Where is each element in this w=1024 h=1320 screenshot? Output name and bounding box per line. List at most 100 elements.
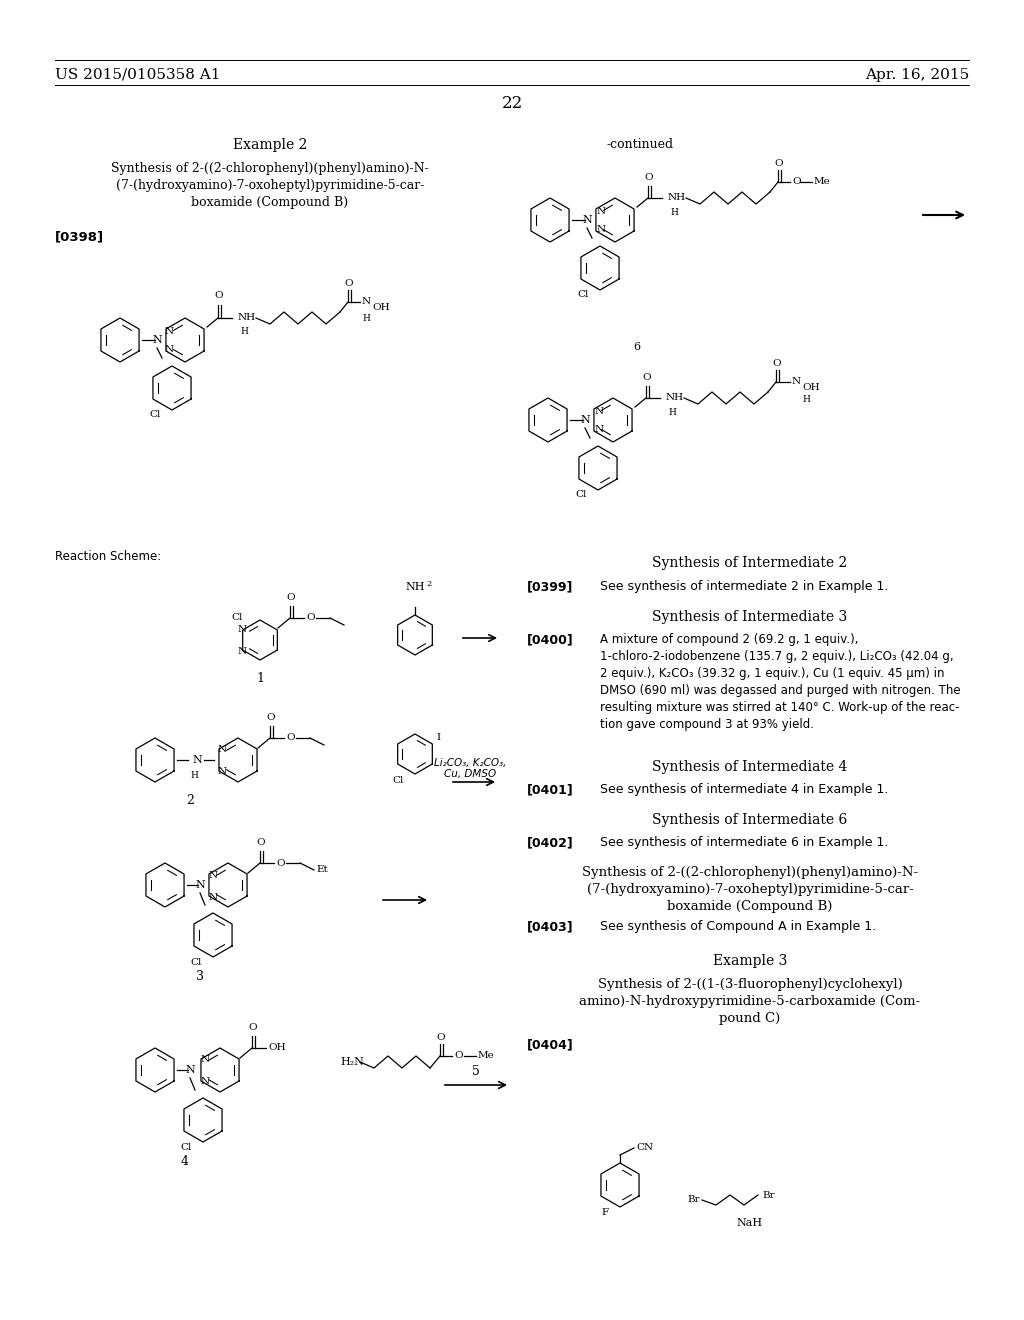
- Text: NH: NH: [666, 393, 684, 403]
- Text: O: O: [249, 1023, 257, 1032]
- Text: Br: Br: [762, 1191, 774, 1200]
- Text: H₂N: H₂N: [340, 1057, 364, 1067]
- Text: CN: CN: [636, 1143, 653, 1152]
- Text: See synthesis of intermediate 4 in Example 1.: See synthesis of intermediate 4 in Examp…: [600, 783, 889, 796]
- Text: [0402]: [0402]: [527, 836, 573, 849]
- Text: [0398]: [0398]: [55, 230, 104, 243]
- Text: H: H: [190, 771, 198, 780]
- Text: N: N: [165, 346, 173, 355]
- Text: 6: 6: [634, 342, 641, 352]
- Text: 1: 1: [256, 672, 264, 685]
- Text: Example 2: Example 2: [232, 139, 307, 152]
- Text: N: N: [596, 207, 605, 216]
- Text: N: N: [153, 335, 162, 345]
- Text: N: N: [196, 880, 205, 890]
- Text: US 2015/0105358 A1: US 2015/0105358 A1: [55, 69, 220, 82]
- Text: O: O: [286, 734, 295, 742]
- Text: See synthesis of intermediate 6 in Example 1.: See synthesis of intermediate 6 in Examp…: [600, 836, 889, 849]
- Text: Apr. 16, 2015: Apr. 16, 2015: [864, 69, 969, 82]
- Text: H: H: [362, 314, 370, 323]
- Text: See synthesis of intermediate 2 in Example 1.: See synthesis of intermediate 2 in Examp…: [600, 579, 889, 593]
- Text: Me: Me: [478, 1052, 495, 1060]
- Text: [0401]: [0401]: [527, 783, 573, 796]
- Text: H: H: [802, 395, 810, 404]
- Text: O: O: [306, 614, 314, 623]
- Text: O: O: [792, 177, 801, 186]
- Text: Me: Me: [814, 177, 830, 186]
- Text: NH: NH: [668, 194, 686, 202]
- Text: -continued: -continued: [606, 139, 674, 150]
- Text: O: O: [287, 593, 295, 602]
- Text: 5: 5: [472, 1065, 480, 1078]
- Text: Cl: Cl: [150, 411, 161, 418]
- Text: N: N: [596, 226, 605, 235]
- Text: Et: Et: [316, 866, 328, 874]
- Text: N: N: [595, 425, 603, 434]
- Text: Li₂CO₃, K₂CO₃,: Li₂CO₃, K₂CO₃,: [434, 758, 506, 768]
- Text: 3: 3: [196, 970, 204, 983]
- Text: N: N: [217, 746, 226, 755]
- Text: Reaction Scheme:: Reaction Scheme:: [55, 550, 161, 564]
- Text: NH: NH: [406, 582, 425, 591]
- Text: OH: OH: [802, 384, 819, 392]
- Text: Cl: Cl: [392, 776, 403, 785]
- Text: [0399]: [0399]: [527, 579, 573, 593]
- Text: O: O: [773, 359, 781, 368]
- Text: N: N: [217, 767, 226, 776]
- Text: N: N: [792, 378, 801, 387]
- Text: H: H: [240, 327, 248, 337]
- Text: O: O: [266, 713, 275, 722]
- Text: [0400]: [0400]: [527, 634, 573, 645]
- Text: 2: 2: [186, 795, 194, 807]
- Text: O: O: [436, 1034, 445, 1041]
- Text: Cl: Cl: [190, 958, 202, 968]
- Text: N: N: [362, 297, 371, 306]
- Text: O: O: [775, 158, 783, 168]
- Text: N: N: [595, 408, 603, 417]
- Text: H: H: [670, 209, 678, 216]
- Text: 4: 4: [181, 1155, 189, 1168]
- Text: Synthesis of Intermediate 6: Synthesis of Intermediate 6: [652, 813, 848, 828]
- Text: See synthesis of Compound A in Example 1.: See synthesis of Compound A in Example 1…: [600, 920, 877, 933]
- Text: O: O: [215, 290, 223, 300]
- Text: N: N: [238, 648, 247, 656]
- Text: Cu, DMSO: Cu, DMSO: [444, 770, 496, 779]
- Text: N: N: [193, 755, 202, 766]
- Text: O: O: [257, 838, 265, 847]
- Text: Cl: Cl: [180, 1143, 191, 1152]
- Text: OH: OH: [372, 304, 389, 313]
- Text: N: N: [209, 870, 217, 879]
- Text: H: H: [668, 408, 676, 417]
- Text: N: N: [238, 626, 247, 635]
- Text: N: N: [185, 1065, 195, 1074]
- Text: Synthesis of 2-((2-chlorophenyl)(phenyl)amino)-N-
(7-(hydroxyamino)-7-oxoheptyl): Synthesis of 2-((2-chlorophenyl)(phenyl)…: [112, 162, 429, 209]
- Text: [0403]: [0403]: [527, 920, 573, 933]
- Text: N: N: [201, 1077, 210, 1086]
- Text: O: O: [645, 173, 653, 182]
- Text: Cl: Cl: [575, 490, 587, 499]
- Text: O: O: [454, 1052, 463, 1060]
- Text: Cl: Cl: [578, 290, 589, 300]
- Text: Synthesis of Intermediate 3: Synthesis of Intermediate 3: [652, 610, 848, 624]
- Text: NaH: NaH: [737, 1218, 763, 1228]
- Text: O: O: [643, 374, 651, 381]
- Text: Synthesis of 2-((1-(3-fluorophenyl)cyclohexyl)
amino)-N-hydroxypyrimidine-5-carb: Synthesis of 2-((1-(3-fluorophenyl)cyclo…: [580, 978, 921, 1026]
- Text: [0404]: [0404]: [527, 1038, 573, 1051]
- Text: N: N: [165, 327, 173, 337]
- Text: 2: 2: [426, 579, 431, 587]
- Text: A mixture of compound 2 (69.2 g, 1 equiv.),
1-chloro-2-iodobenzene (135.7 g, 2 e: A mixture of compound 2 (69.2 g, 1 equiv…: [600, 634, 961, 731]
- Text: Br: Br: [687, 1196, 700, 1204]
- Text: NH: NH: [238, 314, 256, 322]
- Text: F: F: [601, 1208, 608, 1217]
- Text: Synthesis of Intermediate 4: Synthesis of Intermediate 4: [652, 760, 848, 774]
- Text: 22: 22: [502, 95, 522, 112]
- Text: N: N: [209, 892, 217, 902]
- Text: N: N: [581, 414, 590, 425]
- Text: N: N: [201, 1056, 210, 1064]
- Text: OH: OH: [268, 1044, 286, 1052]
- Text: N: N: [582, 215, 592, 224]
- Text: Example 3: Example 3: [713, 954, 787, 968]
- Text: O: O: [345, 279, 353, 288]
- Text: I: I: [436, 734, 440, 742]
- Text: O: O: [276, 858, 285, 867]
